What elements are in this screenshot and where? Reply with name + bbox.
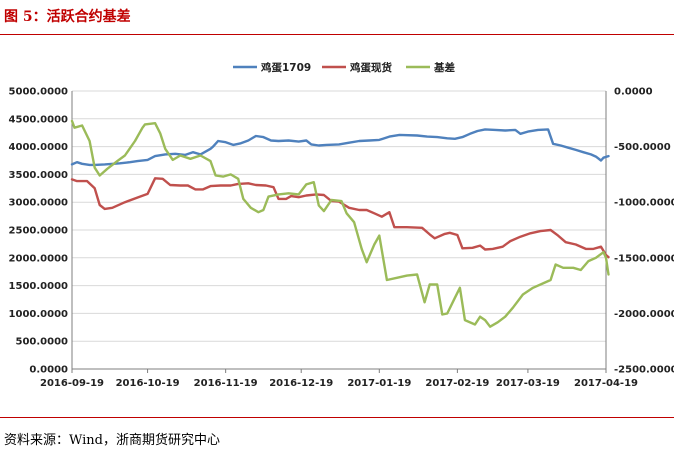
series-line-3 <box>70 119 610 328</box>
left-y-tick-label: 0.0000 <box>29 365 68 376</box>
chart-axes: 0.0000 500.0000 1000.0000 1500.0000 2000.000… <box>9 87 674 390</box>
left-y-tick-label: 4000.0000 <box>9 142 69 153</box>
right-y-tick-label: -1500.0000 <box>614 253 674 264</box>
x-tick-label: 2016-09-19 <box>40 378 104 389</box>
title-divider <box>0 34 674 35</box>
x-tick-label: 2016-12-19 <box>269 378 333 389</box>
left-y-tick-label: 4500.0000 <box>9 114 69 125</box>
right-y-tick-label: -500.0000 <box>614 142 671 153</box>
left-y-tick-label: 2000.0000 <box>9 253 69 264</box>
chart-series-lines <box>70 119 610 328</box>
chart-legend: 鸡蛋1709 鸡蛋现货 基差 <box>233 61 455 74</box>
left-y-tick-label: 5000.0000 <box>9 87 69 98</box>
right-y-tick-label: -1000.0000 <box>614 198 674 209</box>
left-y-tick-label: 1500.0000 <box>9 281 69 292</box>
series-line-1 <box>70 128 610 167</box>
left-y-tick-label: 3500.0000 <box>9 170 69 181</box>
x-tick-label: 2016-11-19 <box>194 378 258 389</box>
footer-divider <box>0 417 674 418</box>
legend-label: 基差 <box>433 61 455 74</box>
x-tick-label: 2017-02-19 <box>425 378 489 389</box>
source-note: 资料来源：Wind，浙商期货研究中心 <box>4 433 220 448</box>
left-y-tick-label: 2500.0000 <box>9 226 69 237</box>
right-y-tick-label: 0.0000 <box>614 87 653 98</box>
series-line-2 <box>70 177 610 259</box>
legend-label: 鸡蛋1709 <box>260 61 311 74</box>
legend-label: 鸡蛋现货 <box>349 61 392 74</box>
right-y-tick-label: -2000.0000 <box>614 309 674 320</box>
x-tick-label: 2017-03-19 <box>496 378 560 389</box>
basis-line-chart: 鸡蛋1709 鸡蛋现货 基差 0.0000 500.0000 1000.0000 1500… <box>9 61 674 390</box>
x-tick-label: 2016-10-19 <box>116 378 180 389</box>
right-y-tick-label: -2500.0000 <box>614 365 674 376</box>
figure-title: 图 5：活跃合约基差 <box>4 9 131 25</box>
chart-gridlines <box>72 90 606 370</box>
x-tick-label: 2017-01-19 <box>347 378 411 389</box>
left-y-tick-label: 1000.0000 <box>9 309 69 320</box>
left-y-tick-label: 3000.0000 <box>9 198 69 209</box>
left-y-tick-label: 500.0000 <box>15 337 68 348</box>
x-tick-label: 2017-04-19 <box>574 378 638 389</box>
